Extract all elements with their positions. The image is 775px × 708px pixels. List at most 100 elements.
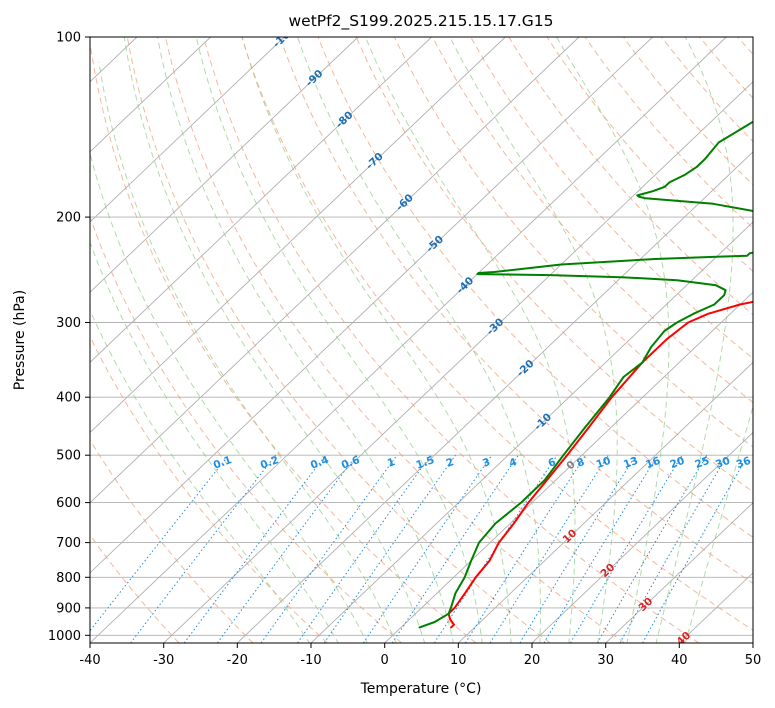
moist-adiabat-line bbox=[98, 61, 397, 643]
x-tick-label: 50 bbox=[745, 653, 762, 668]
isotherm-line bbox=[236, 151, 753, 643]
mixing-ratio-label: 0.6 bbox=[340, 454, 362, 472]
y-tick-label: 800 bbox=[56, 571, 81, 586]
mixing-ratio-label: 1.5 bbox=[414, 454, 436, 472]
y-tick-label: 400 bbox=[56, 391, 81, 406]
mixing-ratio-line bbox=[464, 454, 587, 643]
moist-adiabat-line bbox=[556, 37, 670, 643]
mixing-ratio-label: 25 bbox=[693, 455, 711, 471]
mixing-ratio-line bbox=[569, 454, 683, 643]
x-tick-label: -10 bbox=[300, 653, 321, 668]
y-tick-label: 1000 bbox=[48, 629, 81, 644]
y-axis-title: Pressure (hPa) bbox=[12, 290, 28, 390]
mixing-ratio-line bbox=[596, 454, 708, 643]
moist-adiabat-line bbox=[90, 240, 339, 643]
mixing-ratio-label: 0.2 bbox=[259, 454, 281, 472]
y-tick-label: 900 bbox=[56, 601, 81, 616]
x-tick-label: 0 bbox=[381, 653, 389, 668]
dry-adiabat-line bbox=[584, 37, 753, 229]
moist-adiabat-line bbox=[297, 37, 541, 643]
dewpoint-profile-line bbox=[418, 120, 753, 629]
mixing-ratio-line bbox=[362, 454, 493, 643]
x-tick-label: -40 bbox=[79, 653, 100, 668]
dry-adiabat-line bbox=[355, 37, 753, 493]
mixing-ratio-label: 30 bbox=[714, 455, 732, 471]
isotherm-line bbox=[163, 81, 753, 643]
isotherm-line bbox=[90, 37, 211, 153]
dry-adiabat-line bbox=[126, 37, 551, 643]
mixing-ratio-label: 6 bbox=[547, 456, 558, 470]
mixing-ratio-label: 20 bbox=[668, 455, 686, 471]
y-tick-label: 100 bbox=[56, 31, 81, 46]
mixing-ratio-label: 0.1 bbox=[212, 454, 234, 472]
mixing-ratio-line bbox=[433, 454, 558, 643]
moist-adiabat-line bbox=[123, 37, 426, 643]
dry-adiabat-line bbox=[622, 37, 753, 186]
mixing-ratio-label: 1 bbox=[386, 456, 397, 470]
dry-adiabat-line bbox=[90, 39, 477, 643]
dry-adiabat-line bbox=[508, 37, 753, 316]
isotherm-line bbox=[0, 37, 63, 643]
dry-adiabat-line bbox=[165, 37, 625, 643]
y-tick-label: 300 bbox=[56, 316, 81, 331]
isotherm-line bbox=[605, 502, 753, 643]
mixing-ratio-label: 0.4 bbox=[309, 454, 331, 472]
moist-adiabat-line bbox=[90, 151, 368, 643]
mixing-ratio-label: 8 bbox=[575, 456, 586, 470]
dry-adiabat-line bbox=[90, 335, 328, 643]
moist-adiabat-line bbox=[241, 37, 512, 643]
x-tick-label: -20 bbox=[227, 653, 248, 668]
x-tick-label: 40 bbox=[671, 653, 688, 668]
moist-adiabat-line bbox=[655, 37, 734, 643]
isotherm-line bbox=[90, 37, 580, 504]
moist-adiabat-line bbox=[90, 309, 310, 643]
isotherm-line bbox=[752, 642, 753, 643]
isotherm-line bbox=[457, 361, 753, 643]
mixing-ratio-line bbox=[489, 454, 609, 643]
moist-adiabat-line bbox=[195, 37, 483, 643]
x-axis-title: Temperature (°C) bbox=[360, 681, 482, 697]
dry-adiabat-line bbox=[432, 37, 753, 404]
dry-adiabat-line bbox=[317, 37, 753, 538]
isotherm-line bbox=[90, 37, 285, 223]
pressure-gridlines bbox=[90, 37, 753, 636]
x-tick-label: 10 bbox=[450, 653, 467, 668]
mixing-ratio-label: 2 bbox=[445, 456, 456, 470]
y-tick-label: 700 bbox=[56, 536, 81, 551]
isotherms bbox=[0, 37, 753, 643]
moist-adiabats bbox=[90, 37, 753, 643]
temperature-profile-line bbox=[447, 300, 753, 629]
plot-frame bbox=[89, 36, 754, 644]
mixing-ratio-line bbox=[260, 454, 398, 643]
mixing-ratio-line bbox=[183, 454, 326, 643]
dry-adiabat-line bbox=[393, 37, 753, 448]
isotherm-line bbox=[90, 37, 653, 574]
isotherm-line bbox=[531, 431, 753, 643]
moist-adiabat-line bbox=[364, 37, 576, 643]
y-tick-label: 500 bbox=[56, 449, 81, 464]
isotherm-line bbox=[90, 37, 359, 293]
isotherm-line bbox=[310, 221, 753, 643]
x-tick-label: 20 bbox=[524, 653, 541, 668]
x-axis: -40 -30 -20 -10 0 10 20 30 40 50 bbox=[79, 643, 761, 668]
mixing-ratio-label: 4 bbox=[508, 456, 519, 470]
mixing-ratio-label: 13 bbox=[622, 455, 640, 471]
chart-title: wetPf2_S199.2025.215.15.17.G15 bbox=[289, 12, 554, 31]
mixing-ratio-label: 10 bbox=[595, 455, 613, 471]
plot-area: -100-90-80-70-60-50-40-30-20-10010203040… bbox=[0, 37, 753, 643]
dry-adiabat-line bbox=[279, 37, 753, 584]
mixing-ratio-label: 3 bbox=[481, 456, 492, 470]
isotherm-line bbox=[90, 37, 432, 363]
profile-series bbox=[418, 120, 753, 629]
mixing-ratio-label: 16 bbox=[644, 455, 662, 471]
isotherm-line bbox=[90, 37, 506, 434]
dry-adiabat-line bbox=[90, 534, 180, 643]
mixing-ratio-line bbox=[519, 454, 637, 643]
y-axis: 1000 900 800 700 600 500 400 300 200 100 bbox=[48, 31, 90, 644]
mixing-ratio-line bbox=[391, 454, 519, 643]
mixing-ratio-line bbox=[543, 454, 659, 643]
dry-adiabats bbox=[90, 37, 753, 643]
y-tick-label: 600 bbox=[56, 496, 81, 511]
dry-adiabat-line bbox=[241, 37, 753, 631]
